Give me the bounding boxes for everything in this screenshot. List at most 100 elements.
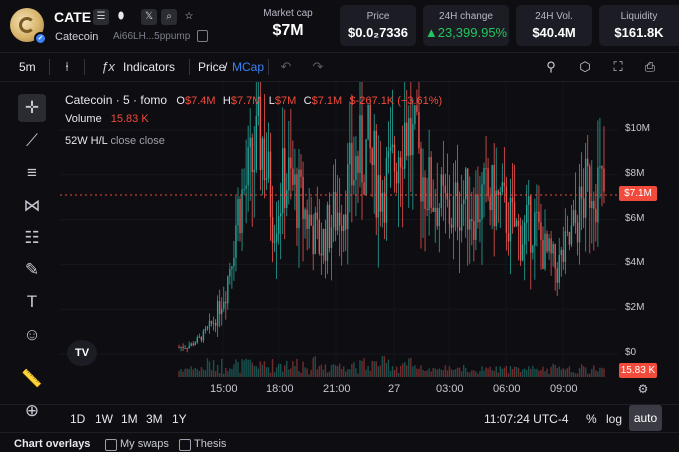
volume-bar	[245, 358, 247, 377]
volume-bar	[550, 366, 552, 377]
text-tool-icon[interactable]: T	[26, 292, 38, 311]
pill-icon[interactable]: ⬮	[117, 11, 125, 22]
trendline-icon[interactable]: ⟋	[26, 131, 38, 150]
percent-toggle[interactable]: %	[586, 412, 597, 426]
menu-lines-icon[interactable]: ☰	[93, 9, 109, 25]
copy-icon[interactable]	[197, 30, 208, 42]
zoom-in-icon[interactable]: ⊕	[24, 401, 40, 420]
volume-bar	[542, 366, 544, 377]
candle-body	[196, 337, 199, 343]
volume-bar	[324, 364, 327, 377]
drawing-toolbar: ✛ ⟋ ≡ ⋈ ☷ ✎ T ☺ 📏 ⊕	[0, 82, 60, 422]
candle-body	[343, 214, 345, 232]
quick-search-icon[interactable]: ⚲	[546, 59, 556, 74]
candle-body	[552, 244, 554, 254]
range-1m[interactable]: 1M	[121, 412, 138, 426]
indicators-button[interactable]: Indicators	[123, 60, 176, 74]
candle-body	[310, 214, 312, 226]
range-3m[interactable]: 3M	[146, 412, 163, 426]
volume-bar	[566, 368, 569, 377]
indicators-fx-icon[interactable]: ƒx	[101, 59, 115, 74]
volume-bar	[334, 365, 337, 377]
clock[interactable]: 11:07:24 UTC-4	[484, 412, 569, 426]
volume-bar	[456, 367, 459, 377]
candle-body	[499, 191, 501, 196]
fullscreen-icon[interactable]: ⛶	[613, 59, 623, 74]
candle-body	[212, 323, 215, 325]
fib-levels-icon[interactable]: ☷	[24, 228, 40, 247]
candle-body	[273, 241, 276, 243]
tradingview-logo[interactable]: TV	[67, 340, 97, 366]
candle-body	[249, 137, 251, 148]
candles-icon[interactable]: ⍿	[65, 59, 69, 74]
candle-body	[308, 214, 310, 229]
liquidity-label: Liquidity	[620, 11, 658, 22]
candle-body	[460, 204, 463, 231]
candle-body	[599, 166, 601, 168]
volume-bar	[379, 365, 382, 377]
interval-selector[interactable]: 5m	[19, 60, 36, 74]
volume-bar	[247, 359, 249, 377]
range-1w[interactable]: 1W	[95, 412, 113, 426]
price-toggle[interactable]: Price	[198, 60, 226, 74]
my-swaps-checkbox[interactable]	[105, 439, 117, 451]
candle-body	[587, 158, 589, 167]
x-twitter-icon[interactable]: 𝕏	[141, 9, 157, 25]
undo-icon[interactable]: ↶	[280, 59, 292, 74]
emoji-icon[interactable]: ☺	[23, 325, 41, 344]
thesis-label[interactable]: Thesis	[194, 438, 227, 450]
log-toggle[interactable]: log	[606, 412, 623, 426]
range-1y[interactable]: 1Y	[172, 412, 187, 426]
axis-settings-icon[interactable]: ⚙	[637, 382, 649, 396]
candle-body	[192, 343, 194, 346]
volume-bar	[316, 369, 318, 377]
volume-bar	[580, 364, 583, 377]
candle-body	[493, 165, 495, 227]
camera-icon[interactable]: ⎙	[644, 59, 656, 74]
volume-bar	[493, 370, 495, 377]
volume-bar	[186, 368, 188, 377]
token-address[interactable]: Ai66LH...5ppump	[113, 31, 191, 42]
volume-bar	[212, 360, 215, 377]
redo-icon[interactable]: ↷	[312, 59, 324, 74]
volume-bar	[381, 356, 384, 377]
volume-bar	[347, 369, 349, 377]
range-1d[interactable]: 1D	[70, 412, 86, 426]
my-swaps-label[interactable]: My swaps	[120, 438, 169, 450]
price-chart[interactable]	[60, 82, 679, 404]
volume-bar	[265, 367, 268, 377]
volume-bar	[528, 366, 530, 377]
auto-toggle[interactable]: auto	[629, 405, 662, 431]
ruler-icon[interactable]: 📏	[21, 369, 43, 388]
crosshair-icon[interactable]: ✛	[18, 94, 46, 122]
candle-body	[511, 197, 514, 203]
candle-body	[479, 219, 481, 223]
volume-bar	[523, 368, 526, 377]
candle-body	[269, 151, 272, 218]
candle-body	[542, 239, 544, 269]
volume-bar	[393, 370, 396, 377]
candle-body	[379, 175, 382, 212]
horizontal-lines-icon[interactable]: ≡	[27, 163, 37, 182]
volume-bar	[446, 370, 449, 377]
candle-body	[263, 138, 266, 181]
candle-body	[418, 111, 420, 149]
candle-body	[532, 245, 534, 253]
x-tick-label: 18:00	[266, 383, 294, 395]
candle-body	[393, 144, 396, 172]
volume-bar	[251, 362, 253, 377]
settings-hexagon-icon[interactable]: ⬡	[579, 59, 591, 74]
candle-body	[288, 157, 290, 191]
thesis-checkbox[interactable]	[179, 439, 191, 451]
volume-bar	[190, 366, 192, 377]
search-icon[interactable]: ⌕	[161, 9, 177, 25]
mcap-toggle[interactable]: MCap	[232, 60, 265, 74]
brush-icon[interactable]: ✎	[24, 260, 40, 279]
pattern-icon[interactable]: ⋈	[23, 196, 41, 215]
y-tick-label: $0	[625, 347, 637, 358]
liquidity-value: $161.8K	[614, 25, 664, 40]
star-icon[interactable]: ☆	[184, 11, 194, 22]
volume-bar	[515, 366, 518, 377]
candle-body	[568, 232, 571, 245]
volume-bar	[314, 356, 316, 377]
